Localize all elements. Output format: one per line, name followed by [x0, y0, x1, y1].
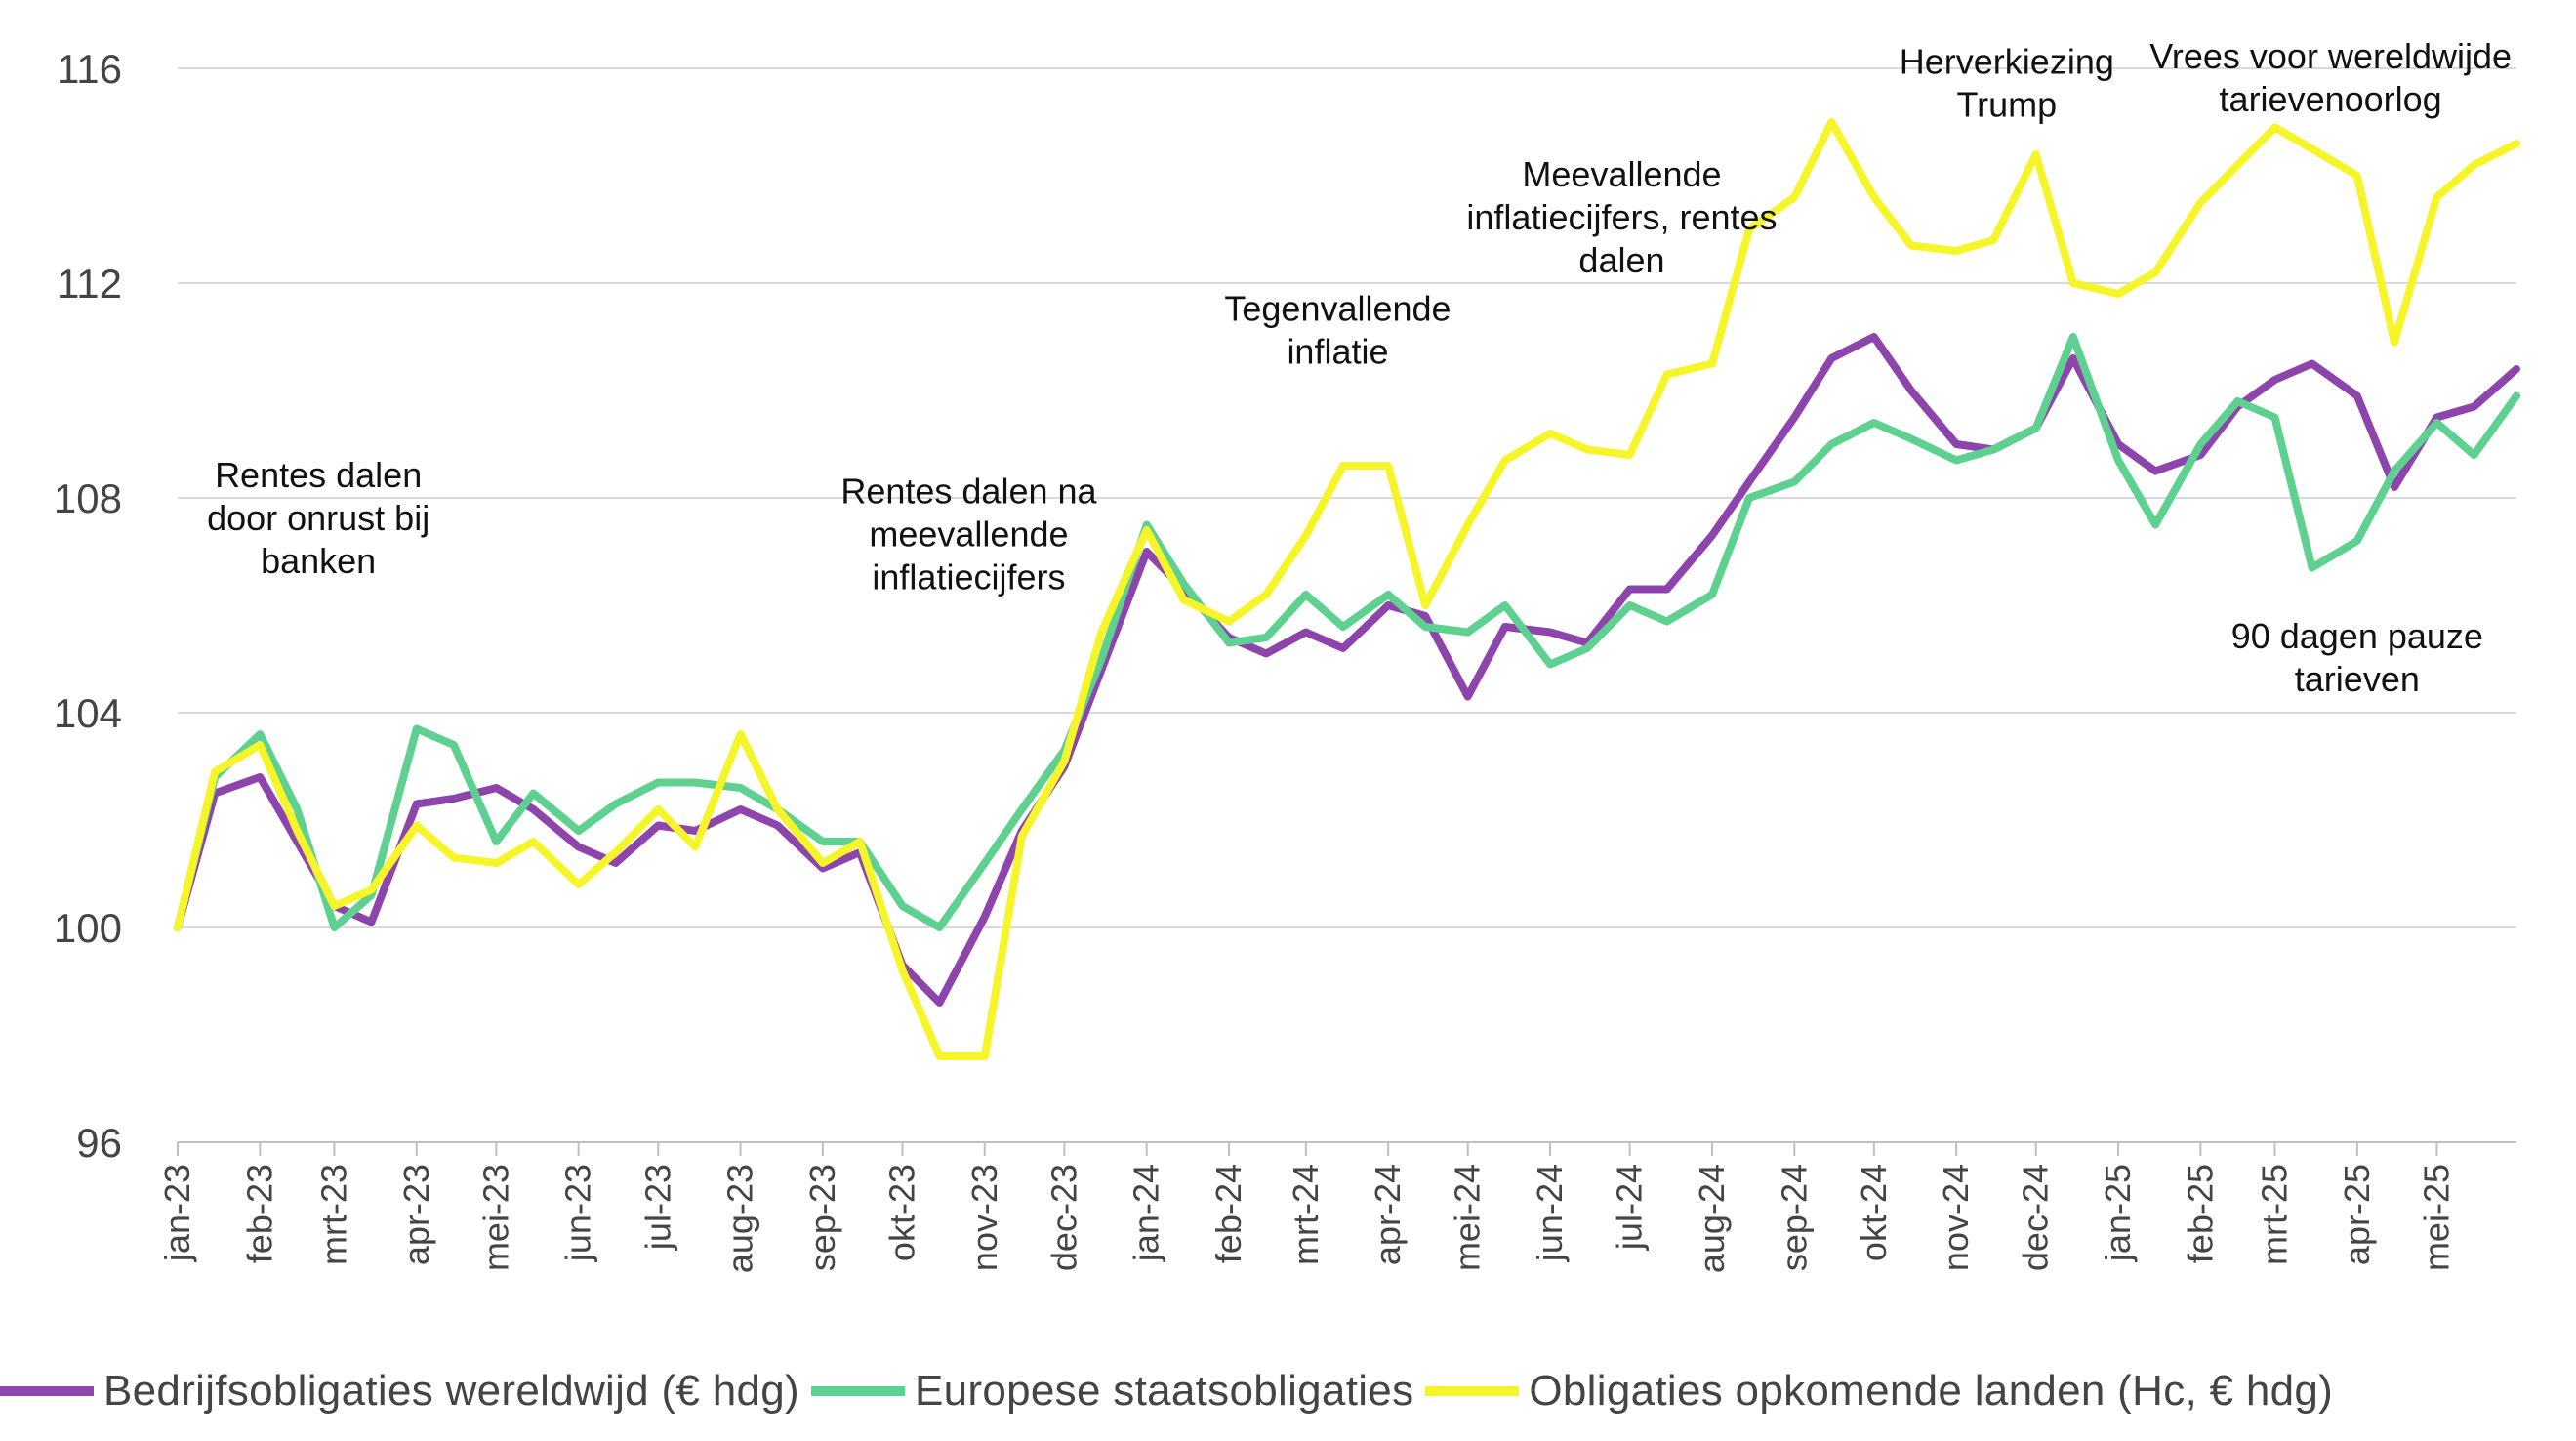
- x-tick-label: apr-24: [1368, 1164, 1408, 1265]
- y-tick-label: 104: [54, 690, 122, 736]
- x-tick-label: feb-23: [239, 1164, 279, 1263]
- gridlines: [178, 67, 2516, 928]
- series-line-3: [174, 118, 2520, 1060]
- y-tick-label: 100: [54, 905, 122, 951]
- annotation-3: Tegenvallende inflatie: [1224, 289, 1451, 372]
- y-tick-label: 116: [57, 46, 122, 92]
- series-lines: [174, 118, 2520, 1060]
- legend-swatch: [1425, 1386, 1520, 1396]
- annotation-4: Meevallende inflatiecijfers, rentes dalen: [1466, 154, 1777, 280]
- y-tick-label: 96: [76, 1120, 122, 1166]
- x-tick-label: mrt-23: [313, 1164, 353, 1265]
- x-tick-label: aug-23: [720, 1164, 760, 1273]
- bond-returns-chart: 96 100 104 108 112 116 jan-23 feb-23 mrt-23 apr-…: [54, 36, 2520, 1273]
- x-tick-label: aug-24: [1692, 1164, 1732, 1273]
- x-tick-label: mei-25: [2416, 1164, 2456, 1271]
- legend-swatch: [0, 1386, 94, 1396]
- x-tick-label: jan-24: [1126, 1164, 1166, 1262]
- x-tick-label: nov-24: [1936, 1164, 1976, 1271]
- legend-label: Obligaties opkomende landen (Hc, € hdg): [1529, 1367, 2334, 1415]
- annotation-6: Vrees voor wereldwijde tarievenoorlog: [2149, 36, 2512, 119]
- chart-annotations: Rentes dalen door onrust bij banken Rentes …: [207, 36, 2512, 699]
- y-axis: 96 100 104 108 112 116: [54, 46, 122, 1166]
- annotation-2: Rentes dalen na meevallende inflatiecijfer…: [840, 472, 1097, 597]
- x-tick-label: dec-23: [1043, 1164, 1084, 1271]
- annotation-5: Herverkiezing Trump: [1900, 42, 2114, 125]
- x-tick-label: jul-24: [1610, 1164, 1650, 1251]
- x-tick-label: feb-25: [2180, 1164, 2220, 1263]
- y-tick-label: 108: [54, 475, 122, 521]
- x-tick-label: mei-23: [475, 1164, 515, 1271]
- x-tick-label: jun-24: [1530, 1164, 1570, 1262]
- x-tick-label: sep-23: [802, 1164, 842, 1271]
- legend-label: Bedrijfsobligaties wereldwijd (€ hdg): [103, 1367, 799, 1415]
- x-tick-label: okt-23: [881, 1164, 921, 1261]
- series-line-1: [174, 333, 2520, 1007]
- legend-item-1: Bedrijfsobligaties wereldwijd (€ hdg): [0, 1367, 799, 1416]
- x-tick-label: nov-23: [964, 1164, 1004, 1271]
- x-tick-label: jul-23: [637, 1164, 677, 1251]
- x-tick-label: apr-23: [396, 1164, 436, 1265]
- series-line-2: [174, 333, 2520, 931]
- x-tick-label: mrt-24: [1286, 1164, 1326, 1265]
- x-tick-label: dec-24: [2016, 1164, 2056, 1271]
- annotation-7: 90 dagen pauze tarieven: [2231, 616, 2483, 699]
- x-tick-label: sep-24: [1774, 1164, 1814, 1271]
- y-tick-label: 112: [57, 261, 122, 307]
- x-tick-label: jan-23: [157, 1164, 197, 1262]
- legend-item-2: Europese staatsobligaties: [811, 1367, 1413, 1416]
- x-tick-label: apr-25: [2337, 1164, 2377, 1265]
- x-axis: jan-23 feb-23 mrt-23 apr-23 mei-23 jun-23 jul-…: [157, 1141, 2516, 1273]
- legend-label: Europese staatsobligaties: [915, 1367, 1414, 1415]
- x-tick-label: mrt-25: [2255, 1164, 2295, 1265]
- legend: Bedrijfsobligaties wereldwijd (€ hdg) Eur…: [0, 1357, 2576, 1425]
- x-tick-label: okt-24: [1854, 1164, 1894, 1261]
- x-tick-label: mei-24: [1448, 1164, 1488, 1271]
- annotation-1: Rentes dalen door onrust bij banken: [207, 455, 429, 581]
- legend-swatch: [811, 1386, 905, 1396]
- x-tick-label: feb-24: [1208, 1164, 1248, 1263]
- legend-item-3: Obligaties opkomende landen (Hc, € hdg): [1425, 1367, 2333, 1416]
- x-tick-label: jan-25: [2098, 1164, 2138, 1262]
- x-tick-label: jun-23: [558, 1164, 598, 1262]
